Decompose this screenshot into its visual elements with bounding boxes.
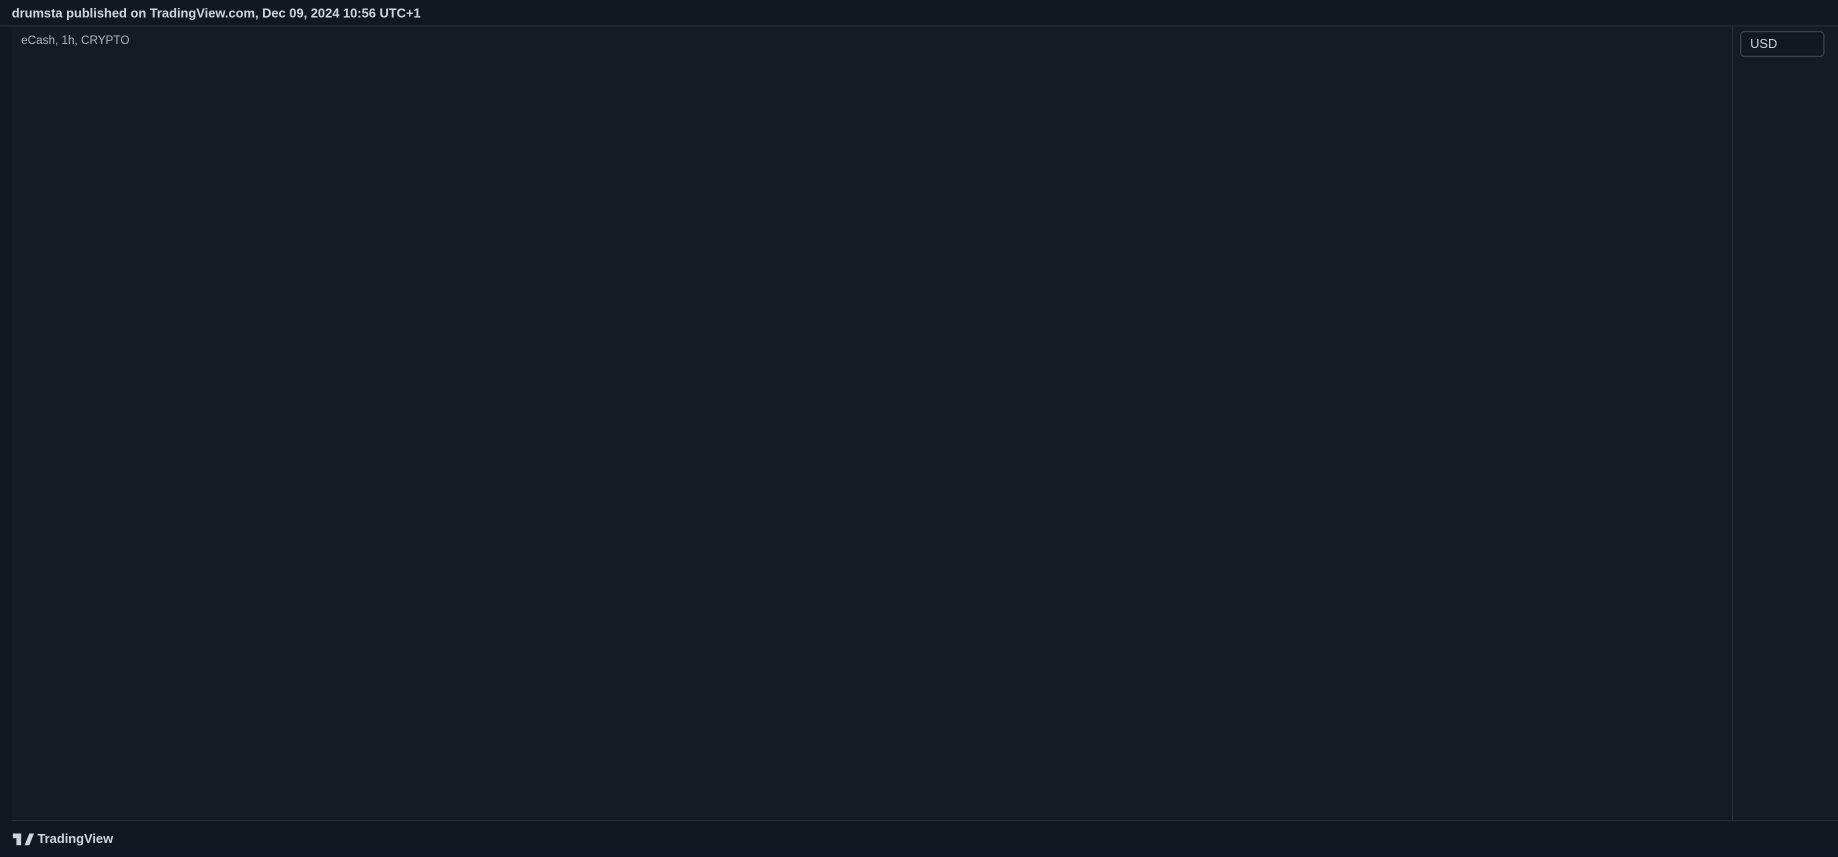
plot-background <box>11 25 1838 821</box>
currency-label[interactable]: USD <box>1750 36 1777 51</box>
symbol-info: eCash, 1h, CRYPTO <box>21 34 129 47</box>
logo-shape <box>24 833 34 846</box>
currency-button[interactable] <box>1740 31 1825 57</box>
brand-logo: TradingView <box>12 831 115 846</box>
brand-name: TradingView <box>38 831 115 846</box>
logo-shape <box>16 833 22 846</box>
publisher-line: drumsta published on TradingView.com, De… <box>12 6 421 21</box>
